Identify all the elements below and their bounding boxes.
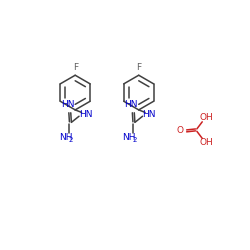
Text: NH: NH bbox=[122, 133, 136, 142]
Text: HN: HN bbox=[61, 100, 74, 108]
Text: 2: 2 bbox=[132, 137, 136, 143]
Text: HN: HN bbox=[142, 110, 156, 119]
Text: HN: HN bbox=[79, 110, 92, 119]
Text: O: O bbox=[176, 126, 183, 135]
Text: NH: NH bbox=[59, 133, 72, 142]
Text: OH: OH bbox=[200, 138, 213, 147]
Text: F: F bbox=[72, 63, 78, 72]
Text: HN: HN bbox=[124, 100, 138, 108]
Text: 2: 2 bbox=[68, 137, 73, 143]
Text: OH: OH bbox=[200, 114, 213, 122]
Text: F: F bbox=[136, 63, 141, 72]
